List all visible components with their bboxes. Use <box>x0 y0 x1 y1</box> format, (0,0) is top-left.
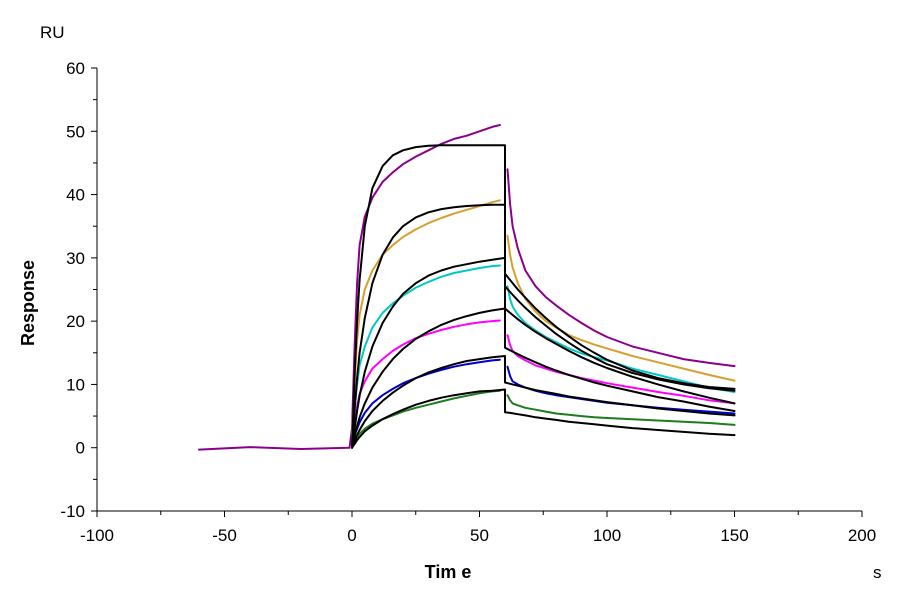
fit-curve-10 <box>351 355 736 449</box>
series-layer <box>198 124 736 451</box>
x-tick-label: 200 <box>848 526 876 545</box>
x-tick-label: -50 <box>212 526 237 545</box>
fit-curve-11 <box>351 388 736 449</box>
x-tick-label: 150 <box>720 526 748 545</box>
y-axis-unit: RU <box>40 23 65 42</box>
response-curve-2 <box>351 264 736 440</box>
fit-curve-9 <box>351 307 736 449</box>
x-axis-label: Tim e <box>425 562 472 582</box>
y-tick-label: 50 <box>66 122 85 141</box>
y-tick-label: 40 <box>66 186 85 205</box>
x-tick-label: 100 <box>593 526 621 545</box>
x-axis-unit: s <box>873 563 882 582</box>
fit-curve-6 <box>351 144 736 449</box>
y-tick-label: 60 <box>66 59 85 78</box>
response-curve-5 <box>351 389 736 449</box>
response-curve-0 <box>198 124 736 451</box>
x-tick-label: 0 <box>347 526 356 545</box>
y-tick-label: 30 <box>66 249 85 268</box>
x-tick-label: 50 <box>470 526 489 545</box>
axes-layer <box>96 68 862 512</box>
x-tick-label: -100 <box>80 526 114 545</box>
y-tick-label: 20 <box>66 312 85 331</box>
y-axis-ticks: -10 0 10 20 30 40 50 60 <box>60 59 97 521</box>
x-axis-ticks: -100 -50 0 50 100 150 200 <box>80 511 876 545</box>
fit-curve-7 <box>351 203 736 449</box>
y-axis-label: Response <box>18 260 38 346</box>
y-tick-label: 10 <box>66 375 85 394</box>
y-tick-label: 0 <box>76 439 85 458</box>
fit-curve-8 <box>351 256 736 449</box>
y-tick-label: -10 <box>60 502 85 521</box>
